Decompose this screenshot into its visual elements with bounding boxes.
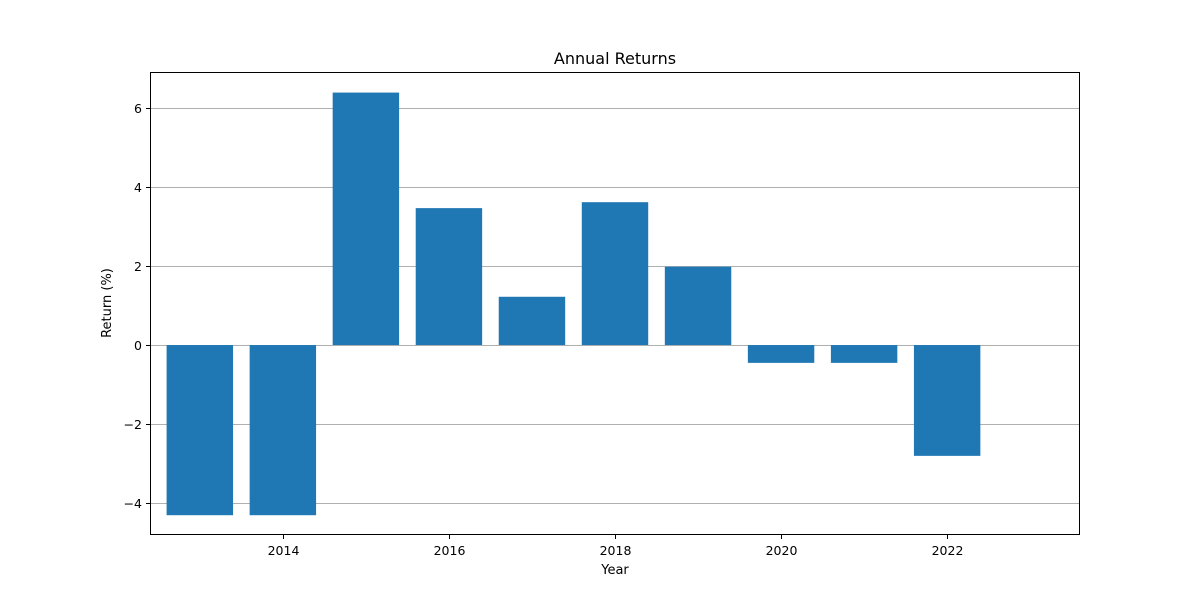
x-tick-label: 2018 xyxy=(600,543,632,558)
bar-2017 xyxy=(498,296,566,346)
x-tick-label: 2020 xyxy=(766,543,798,558)
bar-2020 xyxy=(747,345,815,363)
y-tick-label: −2 xyxy=(124,417,142,432)
bar-2013 xyxy=(166,345,234,516)
y-tick-label: 6 xyxy=(134,101,142,116)
x-axis-ticks: 2014 2016 2018 2020 2022 xyxy=(268,535,964,558)
y-tick-label: −4 xyxy=(124,496,142,511)
plot-frame xyxy=(150,72,1080,535)
bar-2015 xyxy=(332,92,400,346)
y-tick-label: 0 xyxy=(134,338,142,353)
y-axis-label: Return (%) xyxy=(100,268,115,338)
x-tick-label: 2014 xyxy=(268,543,300,558)
bar-2022 xyxy=(913,345,981,456)
bar-2016 xyxy=(415,208,483,346)
x-tick-label: 2022 xyxy=(932,543,964,558)
bar-2021 xyxy=(830,345,898,363)
y-tick-label: 4 xyxy=(134,180,142,195)
x-axis-label: Year xyxy=(600,563,629,578)
y-axis-ticks: −4 −2 0 2 4 6 xyxy=(124,101,150,511)
bars xyxy=(166,92,981,516)
bar-2014 xyxy=(249,345,317,516)
bar-2019 xyxy=(664,266,732,346)
chart-title: Annual Returns xyxy=(554,49,676,68)
y-tick-label: 2 xyxy=(134,259,142,274)
x-tick-label: 2016 xyxy=(434,543,466,558)
bar-2018 xyxy=(581,202,649,346)
